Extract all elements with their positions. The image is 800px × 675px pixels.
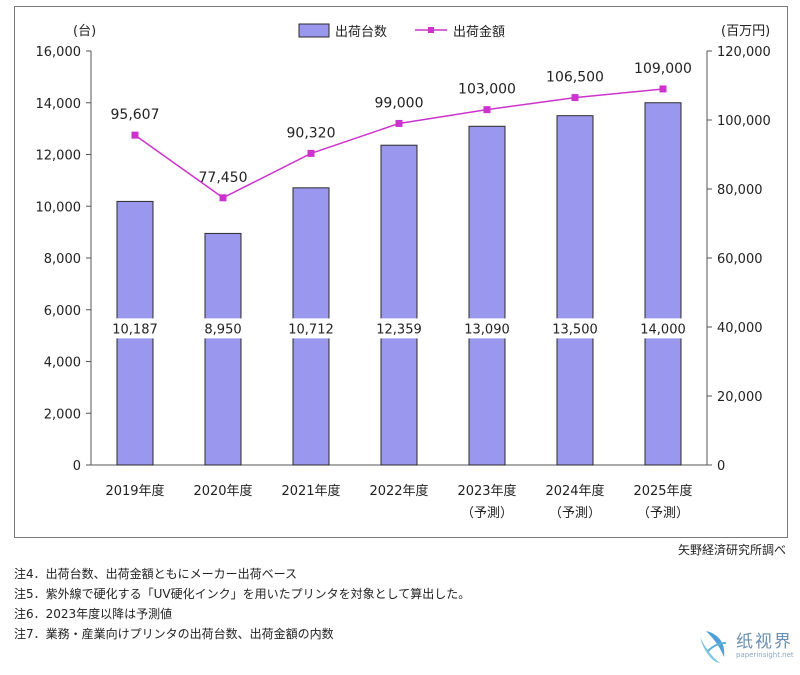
- bar-label-box: [546, 318, 604, 339]
- y-left-unit: (台): [73, 24, 96, 39]
- note-6: 注6．2023年度以降は予測値: [14, 607, 173, 621]
- bar: [556, 115, 594, 466]
- watermark-title: 纸视界: [736, 632, 793, 652]
- line-point: [307, 149, 315, 157]
- x-tick-sublabel: （予測）: [637, 506, 689, 521]
- y-right-tick-label: 40,000: [717, 321, 763, 336]
- line-value-label: 106,500: [546, 70, 604, 86]
- y-right-tick-label: 120,000: [717, 45, 771, 60]
- x-tick-sublabel: （予測）: [461, 506, 513, 521]
- line-value-label: 90,320: [287, 125, 336, 141]
- y-right-tick-label: 80,000: [717, 183, 763, 198]
- line-value-label: 77,450: [199, 170, 248, 186]
- line-point: [659, 85, 667, 93]
- bar-value-label: 13,090: [464, 322, 510, 337]
- legend-bar-swatch: [298, 23, 330, 38]
- bar-value-label: 10,712: [288, 322, 334, 337]
- line-point: [571, 94, 579, 102]
- note-4: 注4．出荷台数、出荷金額ともにメーカー出荷ベース: [14, 567, 298, 581]
- x-tick-label: 2025年度: [633, 483, 692, 499]
- line-value-label: 95,607: [111, 107, 160, 123]
- legend-line-label: 出荷金額: [453, 24, 505, 40]
- y-left-tick-label: 4,000: [44, 356, 81, 371]
- x-tick-label: 2020年度: [193, 483, 252, 499]
- line-value-label: 103,000: [458, 82, 516, 98]
- bar: [204, 232, 242, 466]
- line-point: [395, 119, 403, 127]
- chart-frame: 0 2,000 4,000 6,000 8,000 10,000 12,000 14,000 1…: [14, 6, 788, 538]
- bar-label-box: [106, 318, 164, 339]
- line-point: [219, 194, 227, 202]
- line-value-label: 109,000: [634, 61, 692, 77]
- bar-label-box: [634, 318, 692, 339]
- bar-value-label: 14,000: [640, 322, 686, 337]
- y-left-tick-label: 0: [73, 459, 81, 474]
- watermark-subtitle: paperinsight.net: [736, 651, 794, 659]
- y-left-tick-label: 6,000: [44, 304, 81, 319]
- x-tick-sublabel: （予測）: [549, 506, 601, 521]
- y-right-tick-label: 100,000: [717, 114, 771, 129]
- source-note: 矢野経済研究所調べ: [677, 543, 786, 557]
- legend-bar-label: 出荷台数: [335, 25, 387, 40]
- bar-label-box: [370, 318, 428, 339]
- note-7: 注7．業務・産業向けプリンタの出荷台数、出荷金額の内数: [14, 627, 334, 641]
- watermark-logo: 纸视界 paperinsight.net: [694, 623, 794, 669]
- bar-value-label: 10,187: [112, 322, 158, 337]
- line-value-label: 99,000: [375, 95, 424, 111]
- line-point: [131, 131, 139, 139]
- y-left-tick-label: 14,000: [36, 97, 82, 112]
- bar: [468, 125, 506, 466]
- y-left-tick-label: 12,000: [36, 149, 82, 164]
- bar: [380, 144, 418, 466]
- y-right-tick-label: 20,000: [717, 390, 763, 405]
- y-left-tick-label: 10,000: [36, 200, 82, 215]
- x-tick-label: 2024年度: [545, 483, 604, 499]
- bar-label-box: [458, 318, 516, 339]
- y-left-tick-label: 16,000: [36, 45, 82, 60]
- y-right-unit: (百万円): [721, 24, 770, 39]
- x-tick-label: 2019年度: [105, 483, 164, 499]
- notes-block: 注4．出荷台数、出荷金額ともにメーカー出荷ベース 注5．紫外線で硬化する「UV硬…: [14, 564, 470, 644]
- note-5: 注5．紫外線で硬化する「UV硬化インク」を用いたプリンタを対象として算出した。: [14, 587, 471, 601]
- y-left-tick-label: 2,000: [44, 407, 81, 422]
- y-right-tick-label: 0: [717, 459, 725, 474]
- legend-line-marker: [428, 27, 434, 33]
- line-point: [483, 106, 491, 114]
- bar-value-label: 8,950: [204, 322, 241, 337]
- x-tick-label: 2023年度: [457, 483, 516, 499]
- bar: [644, 102, 682, 466]
- y-left-tick-label: 8,000: [44, 252, 81, 267]
- y-right-tick-label: 60,000: [717, 252, 763, 267]
- bar-label-box: [194, 318, 252, 339]
- combo-chart: 0 2,000 4,000 6,000 8,000 10,000 12,000 14,000 1…: [36, 23, 771, 521]
- x-tick-label: 2021年度: [281, 483, 340, 499]
- watermark-leaf-icon: [700, 631, 727, 663]
- x-tick-label: 2022年度: [369, 483, 428, 499]
- bar-value-label: 13,500: [552, 322, 598, 337]
- bar-label-box: [282, 318, 340, 339]
- bar-value-label: 12,359: [376, 322, 422, 337]
